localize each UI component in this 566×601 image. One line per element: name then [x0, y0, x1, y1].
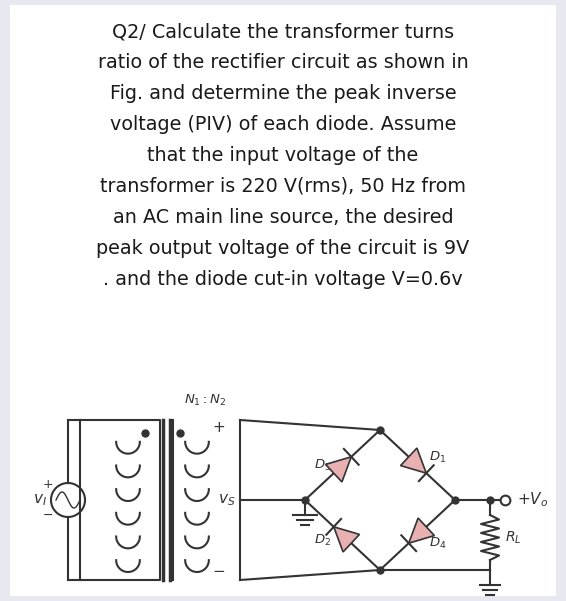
Text: peak output voltage of the circuit is 9V: peak output voltage of the circuit is 9V: [96, 239, 470, 258]
Text: $D_3$: $D_3$: [314, 457, 331, 472]
Text: voltage (PIV) of each diode. Assume: voltage (PIV) of each diode. Assume: [110, 115, 456, 134]
Text: $v_S$: $v_S$: [218, 492, 235, 508]
Text: +: +: [212, 421, 225, 436]
Text: −: −: [212, 564, 225, 579]
Text: $R_L$: $R_L$: [505, 529, 521, 546]
Text: Q2/ Calculate the transformer turns: Q2/ Calculate the transformer turns: [112, 22, 454, 41]
Text: that the input voltage of the: that the input voltage of the: [147, 146, 419, 165]
Polygon shape: [325, 457, 351, 482]
Text: ratio of the rectifier circuit as shown in: ratio of the rectifier circuit as shown …: [97, 53, 469, 72]
Text: an AC main line source, the desired: an AC main line source, the desired: [113, 208, 453, 227]
Text: −: −: [42, 508, 53, 522]
Polygon shape: [334, 527, 359, 552]
Text: $D_1$: $D_1$: [429, 450, 446, 465]
Polygon shape: [401, 448, 426, 473]
Text: transformer is 220 V(rms), 50 Hz from: transformer is 220 V(rms), 50 Hz from: [100, 177, 466, 196]
Text: +: +: [42, 478, 53, 492]
Text: Fig. and determine the peak inverse: Fig. and determine the peak inverse: [110, 84, 456, 103]
FancyBboxPatch shape: [10, 5, 556, 596]
Text: $v_I$: $v_I$: [33, 492, 47, 508]
Text: $D_2$: $D_2$: [314, 532, 331, 548]
Text: $N_1 : N_2$: $N_1 : N_2$: [184, 393, 226, 408]
Text: $D_4$: $D_4$: [428, 535, 446, 551]
Polygon shape: [409, 518, 435, 543]
Text: $+V_o$: $+V_o$: [517, 490, 548, 510]
Text: . and the diode cut-in voltage V=0.6v: . and the diode cut-in voltage V=0.6v: [103, 270, 463, 289]
